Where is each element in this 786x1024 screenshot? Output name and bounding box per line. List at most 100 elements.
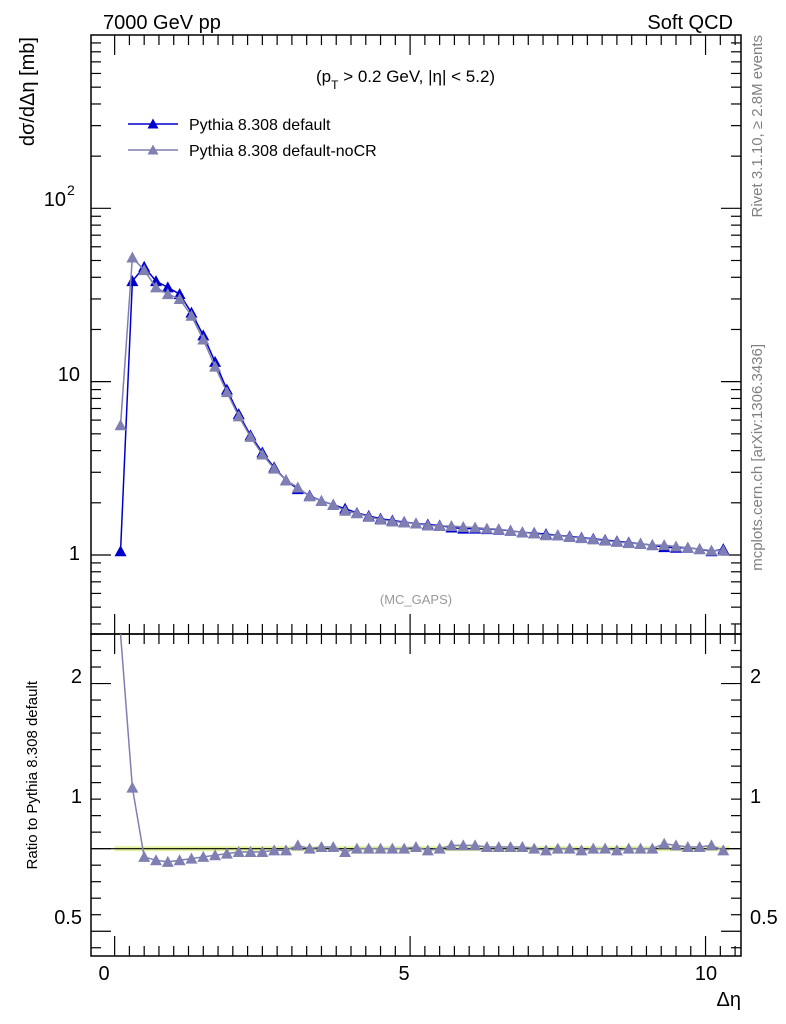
- data-point-ratio-nocr: [138, 850, 151, 862]
- data-point-ratio-nocr: [575, 844, 588, 856]
- data-point-nocr: [705, 544, 718, 556]
- data-point-ratio-nocr: [599, 842, 612, 854]
- main-series-layer: [114, 251, 730, 557]
- data-point-nocr: [681, 541, 694, 553]
- data-point-ratio-nocr: [161, 855, 174, 867]
- data-point-nocr: [173, 292, 186, 304]
- data-point-nocr: [717, 544, 730, 556]
- header-left: 7000 GeV pp: [103, 12, 221, 34]
- data-point-nocr: [599, 534, 612, 546]
- series-line-nocr: [119, 255, 724, 552]
- series-line-default: [119, 265, 724, 553]
- data-point-nocr: [374, 513, 387, 525]
- data-point-ratio-nocr: [410, 841, 422, 853]
- legend-label-nocr: Pythia 8.308 default-noCR: [189, 143, 377, 160]
- side-label-bottom: mcplots.cern.ch [arXiv:1306.3436]: [749, 344, 766, 571]
- data-point-nocr: [433, 519, 446, 531]
- x-tick-label-5: 5: [398, 963, 409, 985]
- data-point-nocr: [126, 251, 139, 263]
- data-point-ratio-nocr: [670, 839, 682, 851]
- data-point-nocr: [209, 360, 222, 372]
- data-point-ratio-nocr: [551, 842, 564, 854]
- data-point-ratio-nocr: [256, 845, 269, 857]
- legend: Pythia 8.308 default Pythia 8.308 defaul…: [128, 117, 377, 160]
- legend-label-default: Pythia 8.308 default: [189, 117, 331, 134]
- data-point-nocr: [693, 543, 706, 555]
- ratio-y-tick-label-05-left: 0.5: [54, 907, 82, 929]
- data-point-nocr: [410, 517, 422, 529]
- data-point-ratio-nocr: [386, 842, 399, 854]
- data-point-ratio-nocr: [504, 841, 517, 853]
- data-point-ratio-nocr: [457, 839, 470, 851]
- data-point-ratio-nocr: [185, 852, 198, 864]
- data-point-ratio-nocr: [492, 841, 505, 853]
- data-point-nocr: [421, 519, 434, 531]
- main-y-axis-label: dσ/dΔη [mb]: [17, 37, 39, 146]
- data-point-nocr: [658, 539, 671, 551]
- x-tick-label-0: 0: [98, 963, 109, 985]
- data-point-ratio-nocr: [303, 842, 316, 854]
- main-panel: 1 10 10 2 dσ/dΔη [mb] (pT > 0.2 GeV, |η|…: [17, 34, 742, 635]
- data-point-nocr: [540, 529, 552, 541]
- data-point-ratio-nocr: [291, 839, 304, 851]
- data-point-nocr: [185, 309, 198, 321]
- data-point-nocr: [303, 490, 316, 502]
- data-point-ratio-nocr: [244, 845, 257, 857]
- ratio-panel: 2 1 0.5 2 1 0.5 Ratio to Pythia 8.308 de…: [24, 633, 778, 1011]
- data-point-ratio-nocr: [433, 842, 446, 854]
- ratio-y-tick-label-05-right: 0.5: [750, 907, 778, 929]
- data-point-nocr: [670, 540, 682, 552]
- data-point-ratio-nocr: [563, 842, 576, 854]
- data-point-ratio-nocr: [646, 842, 659, 854]
- x-tick-labels: 0 5 10: [98, 963, 717, 985]
- series-default: [114, 260, 730, 557]
- data-point-nocr: [528, 527, 541, 539]
- data-point-nocr: [291, 481, 304, 493]
- data-point-nocr: [646, 539, 659, 551]
- data-point-nocr: [244, 430, 257, 442]
- ratio-y-tick-labels: 2 1 0.5 2 1 0.5: [54, 666, 778, 929]
- data-point-nocr: [622, 537, 635, 549]
- data-point-nocr: [362, 510, 375, 522]
- data-point-default: [114, 545, 127, 557]
- data-point-nocr: [197, 333, 210, 345]
- data-point-ratio-nocr: [540, 844, 552, 856]
- y-tick-label-100: 10: [44, 189, 66, 211]
- cut-annotation-sub: T: [331, 78, 339, 92]
- data-point-nocr: [339, 504, 352, 516]
- ratio-series-layer: [119, 633, 730, 867]
- data-point-ratio-nocr: [610, 844, 623, 856]
- data-point-ratio-nocr: [339, 845, 352, 857]
- ratio-ticks: [91, 633, 741, 956]
- data-point-nocr: [327, 498, 340, 510]
- ratio-y-tick-label-2-left: 2: [71, 666, 82, 688]
- series-ratio-nocr: [119, 633, 730, 867]
- data-point-nocr: [551, 529, 564, 541]
- data-point-nocr: [232, 410, 245, 422]
- data-point-nocr: [256, 448, 269, 460]
- data-point-ratio-nocr: [220, 847, 233, 859]
- data-point-ratio-nocr: [622, 842, 635, 854]
- data-point-nocr: [457, 521, 470, 533]
- data-point-nocr: [575, 532, 588, 544]
- data-point-nocr: [138, 264, 151, 276]
- data-point-default: [161, 281, 174, 293]
- data-point-nocr: [587, 533, 600, 545]
- watermark: (MC_GAPS): [380, 592, 452, 607]
- data-point-nocr: [563, 530, 576, 542]
- ratio-y-tick-label-2-right: 2: [750, 666, 761, 688]
- side-label-top: Rivet 3.1.10, ≥ 2.8M events: [749, 35, 766, 218]
- data-point-nocr: [480, 522, 493, 534]
- main-y-tick-labels: 1 10 10 2: [44, 182, 80, 565]
- data-point-ratio-nocr: [516, 841, 529, 853]
- data-point-ratio-nocr: [232, 845, 245, 857]
- data-point-ratio-nocr: [374, 842, 387, 854]
- y-tick-label-100-exponent: 2: [67, 182, 75, 198]
- data-point-ratio-nocr: [528, 842, 541, 854]
- data-point-ratio-nocr: [268, 844, 281, 856]
- data-point-ratio-nocr: [421, 844, 434, 856]
- cut-annotation-a: (p: [316, 67, 331, 86]
- data-point-ratio-nocr: [315, 841, 328, 853]
- data-point-ratio-nocr: [350, 842, 363, 854]
